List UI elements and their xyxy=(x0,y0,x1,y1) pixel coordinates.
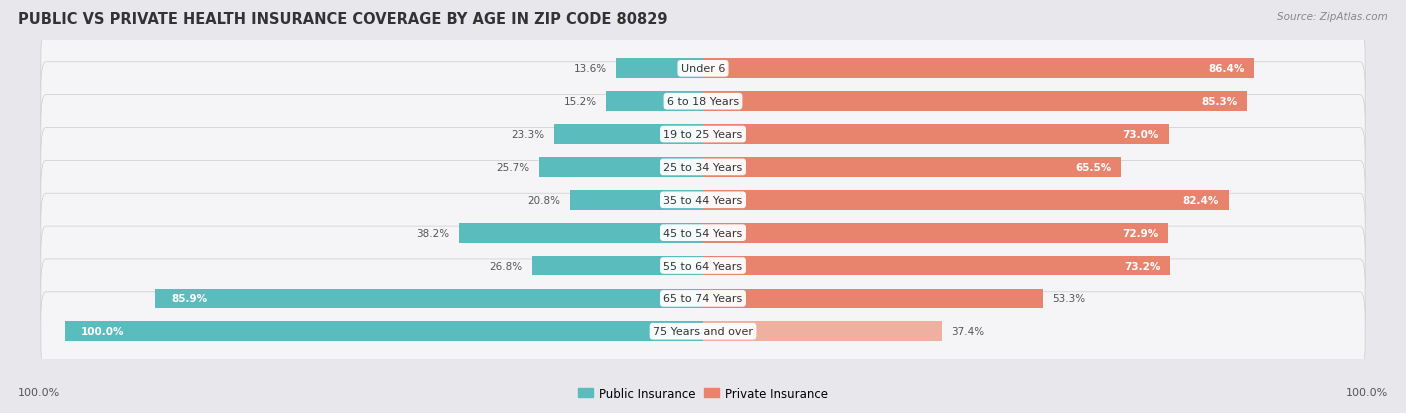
FancyBboxPatch shape xyxy=(41,63,1365,141)
Text: 72.9%: 72.9% xyxy=(1122,228,1159,238)
Text: 75 Years and over: 75 Years and over xyxy=(652,326,754,337)
Text: 20.8%: 20.8% xyxy=(527,195,561,205)
Text: 65 to 74 Years: 65 to 74 Years xyxy=(664,294,742,304)
FancyBboxPatch shape xyxy=(41,30,1365,109)
FancyBboxPatch shape xyxy=(41,95,1365,174)
Text: 23.3%: 23.3% xyxy=(512,130,544,140)
Text: 100.0%: 100.0% xyxy=(82,326,125,337)
FancyBboxPatch shape xyxy=(41,128,1365,207)
Bar xyxy=(65,322,703,341)
Text: 55 to 64 Years: 55 to 64 Years xyxy=(664,261,742,271)
FancyBboxPatch shape xyxy=(41,194,1365,273)
Text: 73.0%: 73.0% xyxy=(1123,130,1159,140)
Text: 6 to 18 Years: 6 to 18 Years xyxy=(666,97,740,107)
Bar xyxy=(703,223,1168,243)
Text: 53.3%: 53.3% xyxy=(1053,294,1085,304)
Bar xyxy=(703,322,942,341)
Text: 26.8%: 26.8% xyxy=(489,261,523,271)
Text: 15.2%: 15.2% xyxy=(564,97,596,107)
Bar xyxy=(703,289,1043,309)
Text: 19 to 25 Years: 19 to 25 Years xyxy=(664,130,742,140)
Bar xyxy=(531,256,703,276)
FancyBboxPatch shape xyxy=(41,161,1365,240)
Bar xyxy=(703,125,1168,145)
Legend: Public Insurance, Private Insurance: Public Insurance, Private Insurance xyxy=(574,382,832,404)
Text: 25 to 34 Years: 25 to 34 Years xyxy=(664,163,742,173)
Text: 73.2%: 73.2% xyxy=(1123,261,1160,271)
Text: Source: ZipAtlas.com: Source: ZipAtlas.com xyxy=(1277,12,1388,22)
Text: 82.4%: 82.4% xyxy=(1182,195,1219,205)
Bar xyxy=(571,190,703,210)
FancyBboxPatch shape xyxy=(41,292,1365,371)
Text: Under 6: Under 6 xyxy=(681,64,725,74)
Bar xyxy=(538,158,703,177)
Bar xyxy=(703,59,1254,79)
Text: 45 to 54 Years: 45 to 54 Years xyxy=(664,228,742,238)
Text: PUBLIC VS PRIVATE HEALTH INSURANCE COVERAGE BY AGE IN ZIP CODE 80829: PUBLIC VS PRIVATE HEALTH INSURANCE COVER… xyxy=(18,12,668,27)
Text: 13.6%: 13.6% xyxy=(574,64,606,74)
Text: 85.3%: 85.3% xyxy=(1201,97,1237,107)
Bar xyxy=(703,158,1121,177)
Text: 100.0%: 100.0% xyxy=(18,387,60,397)
Bar xyxy=(606,92,703,112)
Text: 38.2%: 38.2% xyxy=(416,228,450,238)
Bar xyxy=(155,289,703,309)
Text: 85.9%: 85.9% xyxy=(172,294,207,304)
Bar xyxy=(460,223,703,243)
Text: 65.5%: 65.5% xyxy=(1076,163,1111,173)
Bar xyxy=(703,190,1229,210)
Text: 25.7%: 25.7% xyxy=(496,163,530,173)
Text: 100.0%: 100.0% xyxy=(1346,387,1388,397)
Bar xyxy=(554,125,703,145)
Bar xyxy=(616,59,703,79)
Text: 86.4%: 86.4% xyxy=(1208,64,1244,74)
Bar xyxy=(703,256,1170,276)
Text: 37.4%: 37.4% xyxy=(950,326,984,337)
Text: 35 to 44 Years: 35 to 44 Years xyxy=(664,195,742,205)
FancyBboxPatch shape xyxy=(41,227,1365,305)
Bar xyxy=(703,92,1247,112)
FancyBboxPatch shape xyxy=(41,259,1365,338)
